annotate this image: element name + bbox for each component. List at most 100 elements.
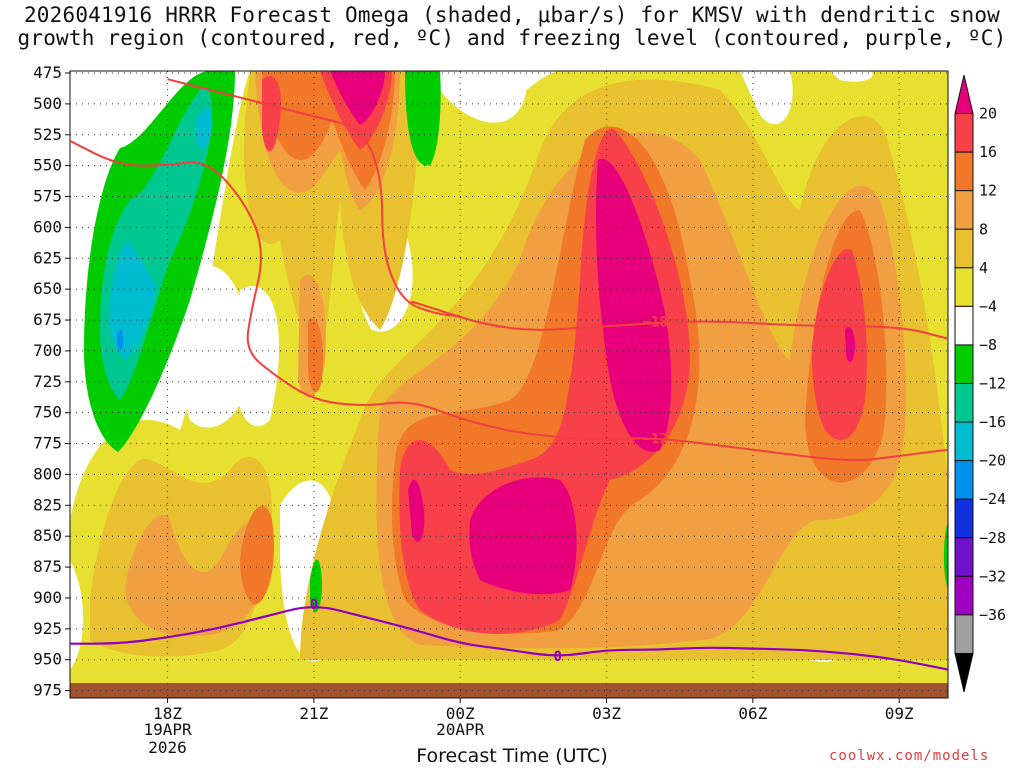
plot-frame <box>69 70 949 699</box>
omega-band-12-to-16-lower-left <box>125 514 265 637</box>
y-tick-label: 525 <box>33 125 62 144</box>
contour-label: 0 <box>554 649 562 665</box>
grid-lines <box>70 71 948 698</box>
y-axis-ticks: 475 500 525 550 575 600 625 650 675 700 725 750 775 8… <box>33 63 70 700</box>
colorbar-label: −12 <box>979 375 1006 393</box>
colorbar-bottom-arrow <box>954 652 974 693</box>
colorbar-label: −28 <box>979 529 1006 547</box>
y-tick-label: 475 <box>33 63 62 82</box>
omega-gap-upper-right <box>740 71 793 125</box>
omega-gap-left-lower <box>234 286 279 427</box>
credit-link[interactable]: coolwx.com/models <box>829 748 990 764</box>
y-tick-label: 500 <box>33 94 62 113</box>
y-tick-label: 750 <box>33 403 62 422</box>
omega-gap-top-right <box>830 71 873 82</box>
omega-peak-right <box>845 327 856 362</box>
colorbar-swatch <box>954 498 974 539</box>
y-tick-label: 900 <box>33 588 62 607</box>
y-tick-label: 550 <box>33 156 62 175</box>
colorbar-swatch <box>954 228 974 269</box>
omega-peak-left-lower <box>408 479 425 542</box>
contour-label: 0 <box>310 597 318 613</box>
freezing-level-contour <box>70 606 948 671</box>
x-date-label: 2026 <box>148 738 187 757</box>
colorbar-label: 8 <box>979 220 988 238</box>
colorbar-label: 4 <box>979 259 988 277</box>
title-line-2: growth region (contoured, red, ºC) and f… <box>17 26 1007 50</box>
contour-label: −12 <box>643 432 668 448</box>
colorbar-swatch <box>954 421 974 462</box>
dgz-contour <box>167 78 461 318</box>
omega-gap-left-upper <box>178 265 250 428</box>
colorbar-label: −32 <box>979 567 1006 585</box>
y-tick-label: 850 <box>33 526 62 545</box>
omega-band-16-to-20-lower-left <box>240 505 275 605</box>
omega-band-red-top <box>262 76 281 152</box>
omega-gap-mid-top <box>440 71 527 123</box>
colorbar-label: −16 <box>979 413 1006 431</box>
omega-peak-main-lower <box>469 477 577 595</box>
x-date-label: 20APR <box>436 720 485 739</box>
x-tick-label: 03Z <box>592 704 621 723</box>
y-tick-label: 675 <box>33 310 62 329</box>
dgz-contour <box>70 140 948 462</box>
contour-lines <box>70 78 948 671</box>
colorbar-label: 12 <box>979 182 997 200</box>
x-tick-label: 06Z <box>738 704 767 723</box>
omega-gap-bottom-left <box>70 560 84 670</box>
colorbar-swatch <box>954 344 974 384</box>
omega-negative-left-cyan <box>110 240 156 360</box>
contour-labels: −18 −12 0 0 <box>310 314 668 665</box>
colorbar-label: −36 <box>979 606 1006 624</box>
x-tick-label: 18Z <box>153 704 182 723</box>
contour-label: −18 <box>643 314 668 330</box>
colorbar-swatch <box>954 575 974 616</box>
omega-negative-left-cyan-top <box>196 107 213 149</box>
omega-band-16-to-20-small <box>308 318 324 393</box>
omega-negative-lower <box>310 559 322 613</box>
y-tick-label: 600 <box>33 217 62 236</box>
chart-title: 2026041916 HRRR Forecast Omega (shaded, … <box>0 4 1024 50</box>
omega-band-red-right <box>812 248 867 440</box>
dgz-contour <box>411 300 948 340</box>
x-axis-label: Forecast Time (UTC) <box>416 745 608 767</box>
colorbar-swatch <box>954 113 974 153</box>
colorbar-label: −8 <box>979 336 997 354</box>
y-tick-label: 775 <box>33 434 62 453</box>
omega-peak-main-upper <box>595 158 672 452</box>
colorbar-label: 20 <box>979 105 997 123</box>
y-tick-label: 650 <box>33 279 62 298</box>
colorbar-swatch <box>954 190 974 230</box>
y-tick-label: 725 <box>33 372 62 391</box>
title-line-1: 2026041916 HRRR Forecast Omega (shaded, … <box>23 3 1001 27</box>
colorbar-label: −20 <box>979 452 1006 470</box>
omega-negative-right-edge <box>943 520 948 590</box>
colorbar-swatch <box>954 614 974 654</box>
colorbar-swatch <box>954 537 974 577</box>
x-date-label: 19APR <box>143 720 192 739</box>
colorbar-swatch <box>954 383 974 423</box>
colorbar-swatch <box>954 151 974 192</box>
x-tick-label: 21Z <box>299 704 328 723</box>
y-tick-label: 800 <box>33 464 62 483</box>
colorbar-label: −24 <box>979 490 1006 508</box>
omega-peak-top <box>330 71 385 125</box>
y-tick-label: 700 <box>33 341 62 360</box>
y-tick-label: 575 <box>33 187 62 206</box>
x-axis-ticks: 18Z 21Z 00Z 03Z 06Z 09Z <box>153 698 914 723</box>
omega-shading <box>70 71 948 698</box>
colorbar-swatch <box>954 267 974 307</box>
colorbar-top-arrow <box>954 74 974 115</box>
omega-negative-left-core <box>117 329 124 350</box>
colorbar-swatch <box>954 460 974 500</box>
colorbar: 20 16 12 8 4 −4 −8 −12 −16 −20 −24 −28 −32 −36 <box>954 74 1006 693</box>
x-tick-label: 09Z <box>885 704 914 723</box>
y-tick-label: 625 <box>33 248 62 267</box>
y-tick-label: 925 <box>33 619 62 638</box>
colorbar-label: 16 <box>979 143 997 161</box>
omega-negative-top-mid <box>405 71 441 166</box>
colorbar-label: −4 <box>979 297 997 315</box>
y-tick-label: 950 <box>33 650 62 669</box>
y-tick-label: 875 <box>33 557 62 576</box>
